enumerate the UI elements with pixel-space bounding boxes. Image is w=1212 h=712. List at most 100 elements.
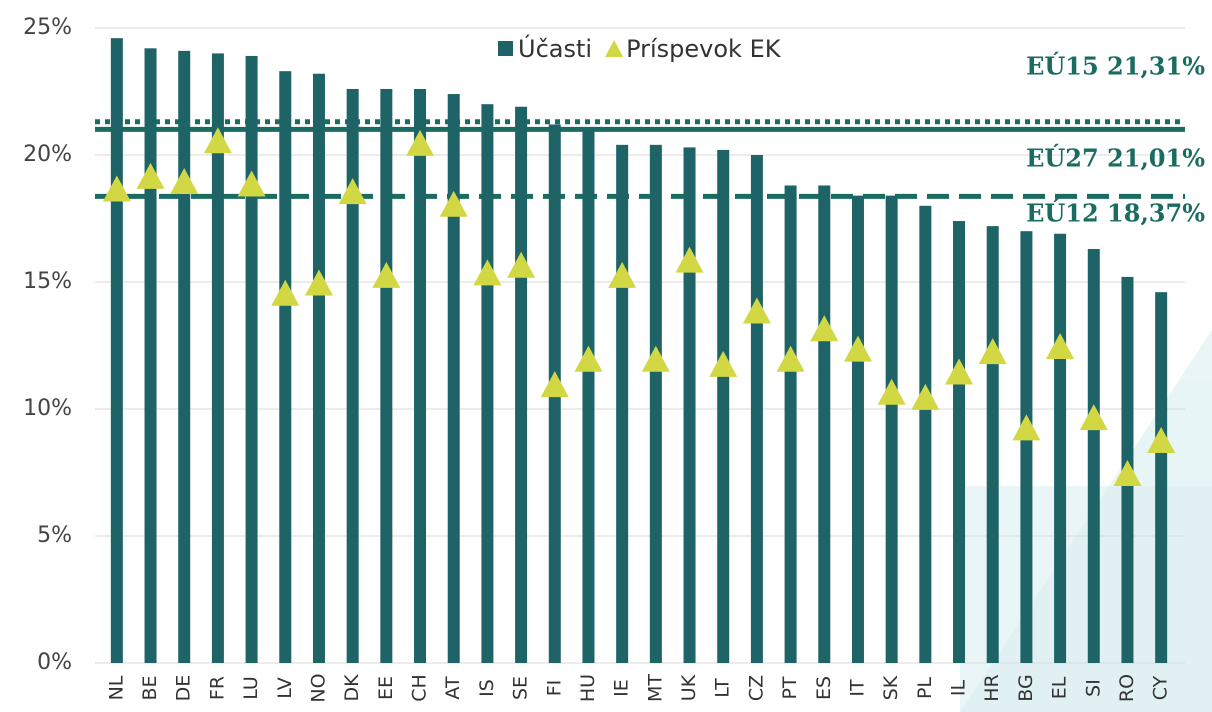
reference-label: EÚ12 18,37% — [1026, 199, 1205, 228]
bar — [515, 106, 528, 664]
x-tick-label: BE — [139, 675, 161, 700]
marker — [608, 261, 637, 288]
x-tick-label: HU — [577, 674, 599, 702]
bar — [885, 195, 898, 663]
marker — [978, 338, 1007, 365]
x-tick-label: PT — [779, 676, 801, 699]
marker — [439, 190, 468, 217]
x-tick-label: FI — [543, 680, 565, 697]
marker — [1012, 414, 1041, 441]
marker — [1046, 333, 1075, 360]
x-tick-label: BG — [1015, 674, 1037, 701]
x-tick-label: EL — [1049, 676, 1071, 699]
marker — [540, 371, 569, 398]
x-tick-label: IT — [846, 679, 868, 697]
bar — [211, 53, 224, 663]
reference-label: EÚ27 21,01% — [1026, 144, 1205, 173]
x-tick-label: RO — [1116, 674, 1138, 702]
marker — [473, 259, 502, 286]
bar — [784, 185, 797, 664]
bar — [1155, 292, 1168, 663]
bar — [481, 104, 494, 663]
bar — [447, 94, 460, 664]
marker — [742, 297, 771, 324]
x-tick-label: LT — [712, 678, 734, 698]
marker — [574, 345, 603, 372]
x-tick-label: AT — [442, 676, 464, 700]
y-tick-label: 15% — [23, 269, 72, 294]
x-tick-label: DE — [173, 675, 195, 702]
bar — [312, 73, 325, 664]
bar — [717, 149, 730, 664]
x-tick-label: SK — [880, 675, 902, 700]
marker — [945, 358, 974, 385]
legend-label: Príspevok EK — [626, 35, 782, 63]
marker — [203, 127, 232, 154]
marker — [507, 251, 536, 278]
bar — [346, 88, 359, 663]
legend-swatch — [498, 41, 513, 56]
marker — [709, 350, 738, 377]
legend-swatch — [605, 40, 624, 57]
y-tick-label: 0% — [37, 650, 72, 675]
bar — [649, 144, 662, 664]
marker — [338, 178, 367, 205]
bar — [986, 226, 999, 663]
bar — [616, 144, 629, 664]
x-tick-label: EE — [375, 676, 397, 700]
marker — [911, 383, 940, 410]
y-tick-label: 20% — [23, 142, 72, 167]
marker — [304, 269, 333, 296]
x-tick-label: IL — [948, 679, 970, 696]
reference-label: EÚ15 21,31% — [1026, 52, 1205, 81]
x-tick-label: FR — [206, 676, 228, 700]
bar — [582, 129, 595, 664]
marker — [1113, 460, 1142, 487]
y-tick-label: 25% — [23, 15, 72, 40]
marker — [1079, 404, 1108, 431]
x-tick-label: CY — [1150, 675, 1172, 700]
x-tick-label: HR — [981, 674, 1003, 702]
x-tick-label: ES — [813, 676, 835, 700]
bar — [919, 205, 932, 664]
marker — [776, 345, 805, 372]
x-tick-label: CH — [409, 674, 431, 702]
bar — [178, 50, 191, 664]
marker — [237, 170, 266, 197]
bar — [683, 147, 696, 663]
marker — [810, 315, 839, 342]
bar — [279, 71, 292, 664]
x-tick-label: IE — [611, 679, 633, 697]
y-tick-label: 10% — [23, 396, 72, 421]
marker — [102, 175, 131, 202]
bar — [953, 221, 966, 664]
x-tick-label: MT — [644, 674, 666, 702]
y-tick-label: 5% — [37, 523, 72, 548]
marker — [136, 162, 165, 189]
bar — [1054, 233, 1067, 664]
x-tick-label: DK — [341, 674, 363, 702]
x-tick-label: PL — [914, 677, 936, 699]
x-tick-label: CZ — [745, 675, 767, 701]
x-tick-label: LV — [274, 677, 296, 699]
x-tick-label: UK — [678, 674, 700, 701]
marker — [843, 335, 872, 362]
bar — [851, 195, 864, 663]
marker — [675, 246, 704, 273]
marker — [641, 345, 670, 372]
marker — [406, 129, 435, 156]
x-tick-label: NO — [307, 673, 329, 702]
bar — [818, 185, 831, 664]
x-tick-label: NL — [105, 675, 127, 700]
x-tick-label: IS — [476, 679, 498, 697]
x-tick-label: SI — [1082, 679, 1104, 697]
marker — [1147, 427, 1176, 454]
bar — [380, 88, 393, 663]
bar — [1087, 248, 1100, 664]
marker — [877, 378, 906, 405]
legend-label: Účasti — [518, 33, 592, 63]
bar — [750, 155, 763, 663]
marker — [271, 279, 300, 306]
bar — [1020, 231, 1033, 663]
